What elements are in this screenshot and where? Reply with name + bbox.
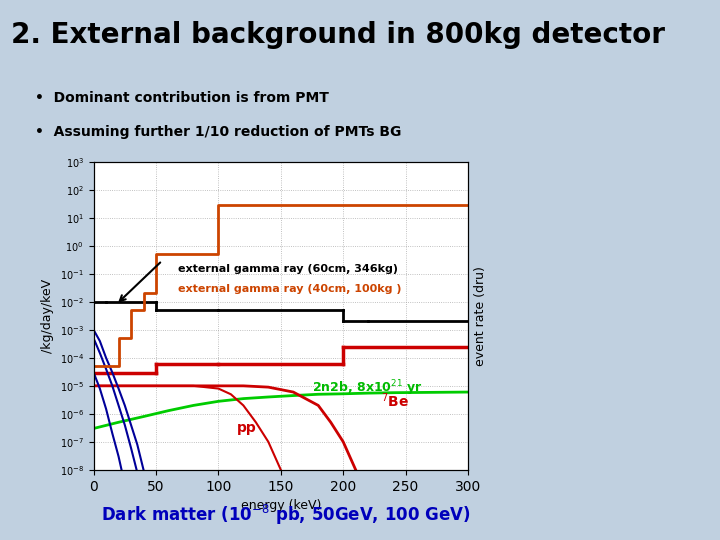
Text: 2n2b, 8x10$^{21}$ yr: 2n2b, 8x10$^{21}$ yr	[312, 379, 423, 399]
Text: •  Dominant contribution is from PMT: • Dominant contribution is from PMT	[35, 91, 329, 105]
Text: pp: pp	[237, 421, 257, 435]
Text: external gamma ray (60cm, 346kg): external gamma ray (60cm, 346kg)	[179, 264, 398, 274]
X-axis label: energy (keV): energy (keV)	[240, 499, 321, 512]
Text: external gamma ray (40cm, 100kg ): external gamma ray (40cm, 100kg )	[179, 284, 402, 294]
Text: $^{7}$Be: $^{7}$Be	[381, 391, 409, 410]
Text: 2. External background in 800kg detector: 2. External background in 800kg detector	[11, 21, 665, 49]
Text: Dark matter (10$^{-8}$ pb, 50GeV, 100 GeV): Dark matter (10$^{-8}$ pb, 50GeV, 100 Ge…	[101, 503, 470, 527]
Text: •  Assuming further 1/10 reduction of PMTs BG: • Assuming further 1/10 reduction of PMT…	[35, 125, 401, 139]
Y-axis label: event rate (dru): event rate (dru)	[474, 266, 487, 366]
Y-axis label: /kg/day/keV: /kg/day/keV	[41, 279, 54, 353]
